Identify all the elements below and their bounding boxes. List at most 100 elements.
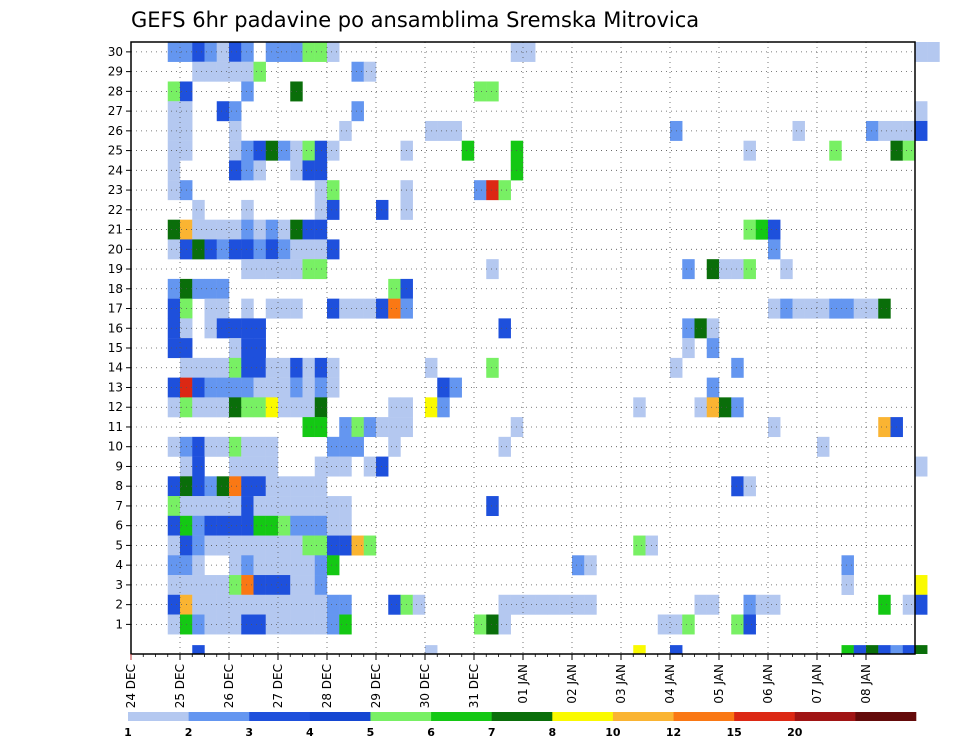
- color-legend: 1 2 3 4 5 6 7 8 10 12 15 20: [124, 712, 917, 739]
- heatmap-cell: [192, 496, 205, 517]
- heatmap-cell: [253, 594, 266, 615]
- heatmap-cell: [216, 496, 230, 517]
- heatmap-cell: [339, 417, 352, 438]
- heatmap-cell: [253, 496, 266, 517]
- heatmap-cell: [192, 645, 205, 654]
- heatmap-cell: [572, 555, 585, 576]
- heatmap-cell: [192, 535, 205, 556]
- heatmap-cells: [167, 42, 940, 654]
- heatmap-cell: [376, 199, 389, 220]
- y-axis-ticks: 1234567891011121314151617181920212223242…: [108, 45, 131, 631]
- heatmap-cell: [302, 42, 315, 62]
- heatmap-cell: [388, 298, 401, 319]
- heatmap-cell: [474, 81, 487, 102]
- heatmap-cell: [278, 397, 291, 418]
- y-tick-label: 2: [115, 598, 123, 612]
- heatmap-cell: [498, 318, 511, 339]
- heatmap-cell: [743, 614, 756, 635]
- heatmap-cell: [216, 318, 230, 339]
- heatmap-cell: [314, 160, 328, 181]
- heatmap-cell: [486, 259, 499, 280]
- heatmap-cell: [302, 417, 315, 438]
- heatmap-cell: [167, 377, 181, 398]
- heatmap-cell: [241, 338, 254, 359]
- heatmap-cell: [339, 594, 352, 615]
- heatmap-cell: [314, 535, 328, 556]
- legend-label: 7: [488, 726, 496, 739]
- heatmap-cell: [523, 594, 536, 615]
- heatmap-cell: [327, 436, 340, 457]
- heatmap-cell: [351, 298, 364, 319]
- heatmap-cell: [241, 436, 254, 457]
- heatmap-cell: [878, 417, 891, 438]
- heatmap-cell: [327, 456, 340, 477]
- legend-swatch: [491, 712, 553, 721]
- heatmap-cell: [915, 456, 928, 477]
- heatmap-cell: [241, 357, 254, 378]
- heatmap-cell: [314, 515, 328, 536]
- heatmap-cell: [314, 417, 328, 438]
- heatmap-cell: [461, 140, 475, 161]
- heatmap-cell: [216, 535, 230, 556]
- heatmap-cell: [327, 377, 340, 398]
- heatmap-cell: [278, 535, 291, 556]
- heatmap-cell: [498, 594, 511, 615]
- heatmap-cell: [216, 42, 230, 62]
- legend-swatch: [128, 712, 189, 721]
- heatmap-cell: [829, 298, 842, 319]
- legend-label: 6: [427, 726, 435, 739]
- heatmap-cell: [351, 101, 364, 122]
- heatmap-cell: [351, 61, 364, 82]
- heatmap-cell: [327, 140, 340, 161]
- heatmap-cell: [167, 81, 181, 102]
- heatmap-cell: [204, 515, 217, 536]
- heatmap-cell: [339, 298, 352, 319]
- heatmap-cell: [486, 496, 499, 517]
- heatmap-cell: [902, 120, 916, 141]
- heatmap-cell: [192, 594, 205, 615]
- heatmap-cell: [278, 219, 291, 240]
- y-tick-label: 10: [108, 440, 123, 454]
- x-tick-label: 24 DEC: [124, 664, 138, 708]
- heatmap-cell: [694, 318, 707, 339]
- legend-swatch: [552, 712, 614, 721]
- heatmap-cell: [327, 515, 340, 536]
- heatmap-cell: [682, 614, 695, 635]
- heatmap-cell: [388, 417, 401, 438]
- heatmap-cell: [167, 140, 181, 161]
- heatmap-cell: [192, 436, 205, 457]
- heatmap-cell: [253, 377, 266, 398]
- heatmap-cell: [449, 120, 462, 141]
- heatmap-cell: [792, 120, 805, 141]
- heatmap-cell: [314, 42, 328, 62]
- heatmap-cell: [241, 239, 254, 260]
- heatmap-cell: [302, 515, 315, 536]
- heatmap-cell: [241, 42, 254, 62]
- heatmap-cell: [694, 594, 707, 615]
- heatmap-cell: [229, 436, 242, 457]
- heatmap-cell: [229, 239, 242, 260]
- legend-swatch: [734, 712, 796, 721]
- heatmap-cell: [351, 417, 364, 438]
- legend-label: 5: [367, 726, 375, 739]
- heatmap-cell: [314, 259, 328, 280]
- x-tick-label: 28 DEC: [320, 664, 334, 708]
- heatmap-cell: [167, 594, 181, 615]
- heatmap-cell: [327, 199, 340, 220]
- legend-label: 4: [306, 726, 314, 739]
- heatmap-cell: [890, 645, 903, 654]
- heatmap-cell: [216, 614, 230, 635]
- heatmap-cell: [376, 417, 389, 438]
- heatmap-cell: [302, 377, 315, 398]
- heatmap-cell: [241, 496, 254, 517]
- heatmap-cell: [314, 614, 328, 635]
- heatmap-cell: [167, 219, 181, 240]
- heatmap-cell: [204, 594, 217, 615]
- heatmap-cell: [253, 219, 266, 240]
- heatmap-cell: [216, 61, 230, 82]
- heatmap-cell: [278, 575, 291, 595]
- heatmap-cell: [204, 239, 217, 260]
- heatmap-cell: [229, 140, 242, 161]
- x-tick-label: 06 JAN: [761, 664, 775, 704]
